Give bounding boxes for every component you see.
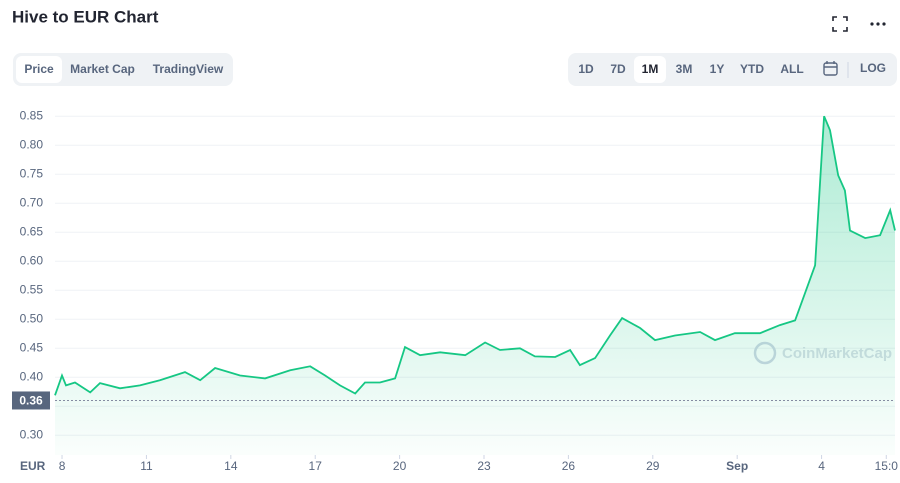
price-marker-label: 0.36 <box>19 394 43 408</box>
range-button[interactable]: 3M <box>676 62 693 76</box>
x-tick-label: 8 <box>59 459 66 473</box>
x-tick-label: 26 <box>562 459 576 473</box>
y-tick-label: 0.65 <box>20 224 44 238</box>
y-tick-label: 0.40 <box>20 369 44 383</box>
y-tick-label: 0.55 <box>20 282 44 296</box>
x-tick-label: 20 <box>393 459 407 473</box>
y-tick-label: 0.50 <box>20 311 44 325</box>
tab-bar <box>13 53 233 86</box>
fullscreen-icon[interactable] <box>832 16 848 32</box>
y-tick-label: 0.85 <box>20 108 44 122</box>
price-marker-box <box>12 391 50 410</box>
x-tick-label: 23 <box>477 459 491 473</box>
x-tick-label: 17 <box>309 459 323 473</box>
more-icon[interactable] <box>870 22 886 26</box>
tab-selected[interactable] <box>16 56 62 83</box>
area-fill <box>55 116 895 455</box>
x-tick-label: 11 <box>140 459 153 473</box>
x-tick-label: 29 <box>646 459 660 473</box>
x-tick-label: 14 <box>224 459 238 473</box>
range-selected[interactable] <box>634 56 666 83</box>
y-tick-label: 0.60 <box>20 253 44 267</box>
x-tick-label: 15:0 <box>875 459 899 473</box>
y-tick-label: 0.70 <box>20 195 44 209</box>
y-tick-label: 0.75 <box>20 166 44 180</box>
y-tick-label: 0.80 <box>20 137 44 151</box>
tab[interactable]: Price <box>24 62 54 76</box>
log-button[interactable]: LOG <box>860 61 886 75</box>
tab[interactable]: Market Cap <box>70 62 135 76</box>
y-tick-label: 0.45 <box>20 340 44 354</box>
y-tick-label: 0.30 <box>20 427 44 441</box>
range-button[interactable]: ALL <box>780 62 803 76</box>
tab[interactable]: TradingView <box>153 62 224 76</box>
calendar-icon[interactable] <box>823 61 838 76</box>
price-line <box>54 115 896 396</box>
range-button[interactable]: 1D <box>578 62 594 76</box>
x-tick-label: Sep <box>726 459 748 473</box>
range-button[interactable]: 7D <box>610 62 626 76</box>
range-button[interactable]: 1Y <box>710 62 725 76</box>
x-tick-label: 4 <box>818 459 825 473</box>
range-button[interactable]: YTD <box>740 62 764 76</box>
currency-label: EUR <box>20 459 46 473</box>
title: Hive to EUR Chart <box>12 7 159 26</box>
range-button[interactable]: 1M <box>642 62 659 76</box>
